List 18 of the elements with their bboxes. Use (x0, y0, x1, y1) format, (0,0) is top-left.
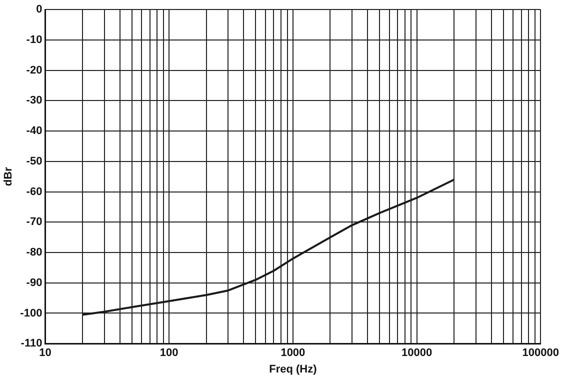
x-tick-label: 10000 (401, 347, 432, 360)
y-tick-label: -80 (26, 246, 42, 259)
x-tick-label: 1000 (280, 347, 306, 360)
y-tick-label: -100 (20, 307, 42, 320)
y-tick-label: -20 (26, 64, 42, 76)
y-tick-label: -60 (26, 186, 42, 198)
y-tick-label: -70 (26, 216, 42, 228)
x-axis-title: Freq (Hz) (269, 363, 318, 376)
y-tick-label: 0 (36, 4, 42, 16)
y-tick-label: -40 (26, 125, 42, 138)
x-tick-label: 100 (160, 347, 178, 360)
y-axis-title: dBr (2, 166, 15, 186)
y-tick-label: -10 (26, 34, 42, 46)
y-tick-label: -30 (26, 94, 42, 107)
y-tick-label: -50 (26, 155, 42, 168)
x-tick-label: 100000 (522, 347, 560, 360)
y-tick-label: -90 (26, 276, 42, 289)
x-tick-label: 10 (39, 347, 52, 360)
